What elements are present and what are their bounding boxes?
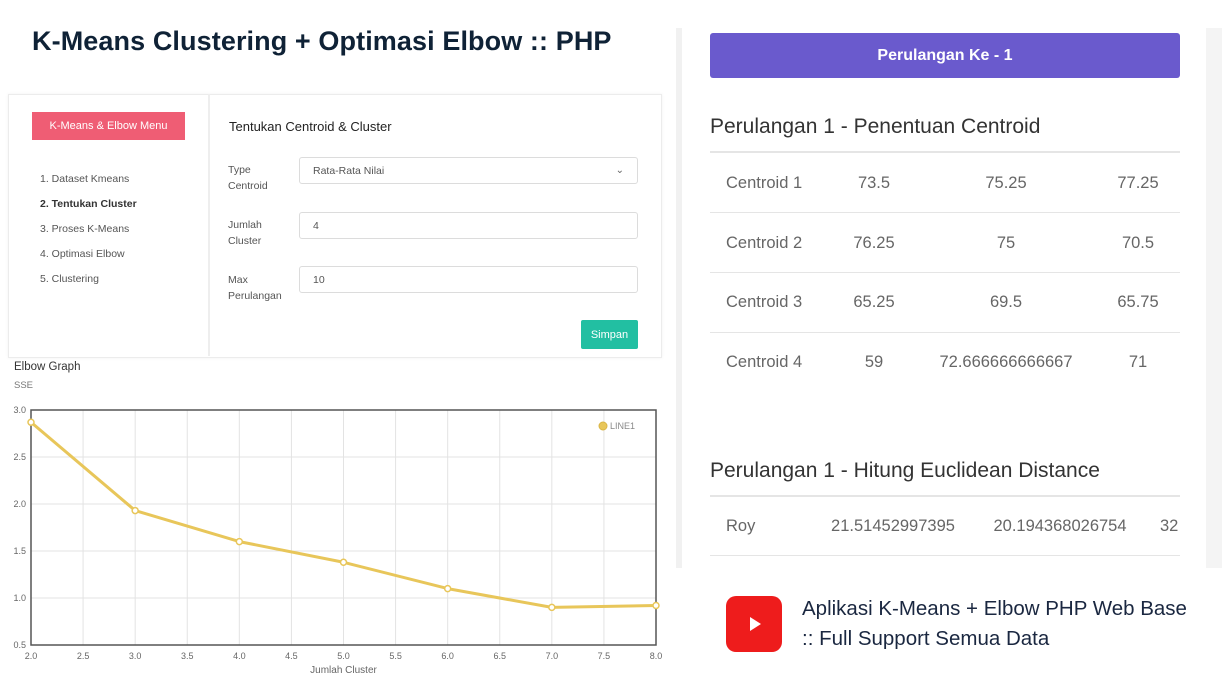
promo-text[interactable]: Aplikasi K-Means + Elbow PHP Web Base ::… bbox=[802, 597, 1187, 650]
max-perulangan-label: Max Perulangan bbox=[228, 274, 282, 302]
centroid-row-label: Centroid 3 bbox=[726, 293, 803, 311]
row-divider bbox=[710, 332, 1180, 333]
sidebar-item-clustering[interactable]: 5. Clustering bbox=[40, 273, 99, 285]
chevron-down-icon: ⌄ bbox=[615, 165, 624, 176]
iteration-header-button[interactable]: Perulangan Ke - 1 bbox=[710, 33, 1180, 78]
distance-value: 32 bbox=[1160, 517, 1179, 535]
centroid-row-label: Centroid 4 bbox=[726, 353, 803, 371]
row-divider bbox=[710, 212, 1180, 213]
centroid-value: 59 bbox=[864, 353, 884, 371]
centroid-value: 72.666666666667 bbox=[939, 353, 1073, 371]
data-point bbox=[443, 584, 452, 593]
x-tick-label: 2.5 bbox=[77, 651, 90, 661]
centroid-row-label: Centroid 1 bbox=[726, 174, 803, 192]
x-tick-label: 7.0 bbox=[546, 651, 559, 661]
row-divider bbox=[710, 555, 1180, 556]
x-tick-label: 5.5 bbox=[389, 651, 402, 661]
data-point bbox=[339, 558, 348, 567]
centroid-table-header-line bbox=[710, 151, 1180, 153]
centroid-value: 71 bbox=[1128, 353, 1148, 371]
page-title: K-Means Clustering + Optimasi Elbow :: P… bbox=[32, 26, 612, 56]
centroid-value: 70.5 bbox=[1121, 234, 1155, 252]
x-tick-label: 5.0 bbox=[337, 651, 350, 661]
max-perulangan-value: 10 bbox=[313, 273, 325, 286]
elbow-chart: 2.0 2.5 3.0 3.5 4.0 4.5 5.0 5.5 6.0 6.5 7.0 7.5 8.0 3… bbox=[13, 405, 663, 676]
distance-value: 20.194368026754 bbox=[993, 517, 1127, 535]
chart-ylabel: SSE bbox=[14, 380, 34, 391]
distance-value: 21.51452997395 bbox=[831, 517, 955, 535]
x-tick-label: 6.5 bbox=[493, 651, 506, 661]
youtube-play-icon[interactable] bbox=[726, 596, 782, 652]
centroid-value: 65.25 bbox=[853, 293, 895, 311]
legend-label: LINE1 bbox=[610, 421, 635, 431]
jumlah-cluster-input[interactable]: 4 bbox=[299, 212, 638, 239]
x-tick-label: 3.5 bbox=[181, 651, 194, 661]
jumlah-cluster-label: Jumlah Cluster bbox=[228, 219, 262, 247]
x-tick-label: 6.0 bbox=[441, 651, 454, 661]
type-centroid-value: Rata-Rata Nilai bbox=[313, 164, 385, 177]
data-point bbox=[652, 601, 660, 610]
data-point bbox=[131, 506, 139, 515]
data-point bbox=[548, 603, 556, 612]
save-button[interactable]: Simpan bbox=[581, 320, 638, 349]
x-tick-label: 2.0 bbox=[25, 651, 38, 661]
y-tick-label: 2.5 bbox=[13, 452, 26, 462]
plot-frame bbox=[30, 409, 657, 646]
distance-row-label: Roy bbox=[726, 517, 756, 535]
x-tick-label: 8.0 bbox=[650, 651, 663, 661]
right-panel-edge bbox=[1206, 28, 1222, 568]
type-centroid-select[interactable]: Rata-Rata Nilai ⌄ bbox=[299, 157, 638, 184]
x-tick-label: 4.5 bbox=[285, 651, 298, 661]
centroid-section-title: Perulangan 1 - Penentuan Centroid bbox=[710, 115, 1041, 138]
legend-marker bbox=[598, 421, 608, 431]
x-tick-label: 7.5 bbox=[598, 651, 611, 661]
centroid-value: 73.5 bbox=[857, 174, 891, 192]
distance-section-title: Perulangan 1 - Hitung Euclidean Distance bbox=[710, 459, 1100, 482]
type-centroid-label: Type Centroid bbox=[228, 164, 268, 192]
menu-button[interactable]: K-Means & Elbow Menu bbox=[32, 112, 185, 140]
x-tick-label: 4.0 bbox=[233, 651, 246, 661]
centroid-value: 75 bbox=[996, 234, 1016, 252]
centroid-row-label: Centroid 2 bbox=[726, 234, 803, 252]
distance-table-header-line bbox=[710, 495, 1180, 497]
centroid-value: 76.25 bbox=[853, 234, 895, 252]
centroid-value: 69.5 bbox=[989, 293, 1023, 311]
data-point bbox=[235, 537, 244, 546]
y-tick-label: 2.0 bbox=[13, 499, 26, 509]
centroid-value: 77.25 bbox=[1117, 174, 1159, 192]
jumlah-cluster-value: 4 bbox=[313, 219, 319, 232]
max-perulangan-input[interactable]: 10 bbox=[299, 266, 638, 293]
sidebar-item-tentukan-cluster[interactable]: 2. Tentukan Cluster bbox=[40, 198, 137, 210]
row-divider bbox=[710, 272, 1180, 273]
x-axis-label: Jumlah Cluster bbox=[310, 665, 377, 676]
sidebar-item-optimasi-elbow[interactable]: 4. Optimasi Elbow bbox=[40, 248, 125, 260]
form-title: Tentukan Centroid & Cluster bbox=[229, 119, 392, 134]
y-tick-label: 1.0 bbox=[13, 593, 26, 603]
chart-title: Elbow Graph bbox=[14, 361, 81, 373]
data-point bbox=[27, 418, 35, 426]
y-tick-label: 3.0 bbox=[13, 405, 26, 415]
x-tick-label: 3.0 bbox=[129, 651, 142, 661]
y-tick-label: 1.5 bbox=[13, 546, 26, 556]
centroid-value: 75.25 bbox=[985, 174, 1027, 192]
panel-divider bbox=[676, 28, 682, 568]
centroid-value: 65.75 bbox=[1117, 293, 1159, 311]
sidebar-item-dataset[interactable]: 1. Dataset Kmeans bbox=[40, 173, 130, 185]
sidebar-item-proses-kmeans[interactable]: 3. Proses K-Means bbox=[40, 223, 130, 235]
y-tick-label: 0.5 bbox=[13, 640, 26, 650]
sidebar bbox=[8, 94, 210, 356]
